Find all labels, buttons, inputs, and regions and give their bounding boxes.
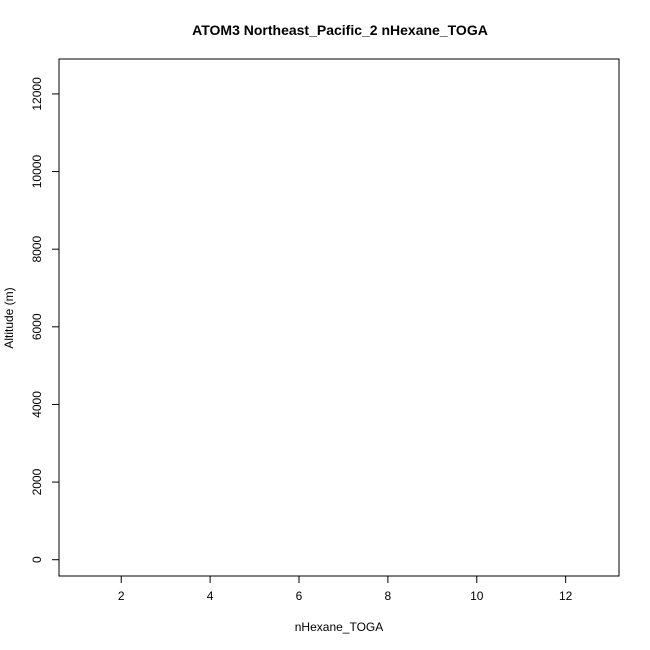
x-tick-label: 6 xyxy=(296,589,303,603)
x-tick-label: 8 xyxy=(385,589,392,603)
y-axis-label: Altitude (m) xyxy=(2,287,16,348)
y-axis: 0 2000 4000 6000 8000 10000 12000 xyxy=(30,77,60,563)
y-tick-label: 10000 xyxy=(30,155,44,189)
x-axis-label: nHexane_TOGA xyxy=(295,620,384,634)
plot-frame xyxy=(58,58,620,577)
y-tick-label: 2000 xyxy=(30,468,44,495)
x-tick-label: 12 xyxy=(559,589,573,603)
y-tick-label: 0 xyxy=(30,556,44,563)
y-tick-label: 8000 xyxy=(30,236,44,263)
x-tick-label: 4 xyxy=(207,589,214,603)
x-tick-label: 2 xyxy=(118,589,125,603)
y-tick-label: 12000 xyxy=(30,77,44,111)
y-tick-label: 4000 xyxy=(30,391,44,418)
y-tick-label: 6000 xyxy=(30,313,44,340)
chart-title: ATOM3 Northeast_Pacific_2 nHexane_TOGA xyxy=(192,22,488,38)
x-axis: 2 4 6 8 10 12 xyxy=(118,575,573,603)
x-tick-label: 10 xyxy=(470,589,484,603)
